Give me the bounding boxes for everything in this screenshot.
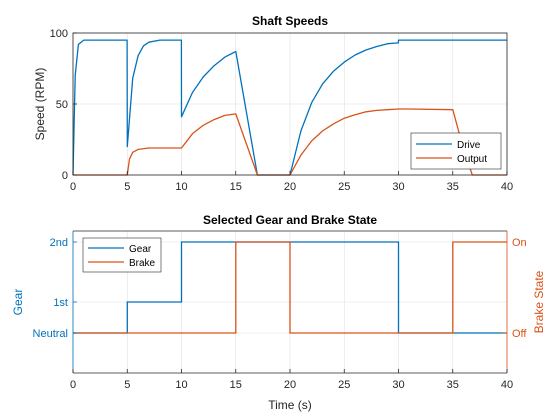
left-y-tick-label: 2nd	[50, 237, 68, 249]
x-tick-label: 25	[338, 181, 350, 193]
x-tick-label: 10	[175, 181, 187, 193]
x-tick-label: 30	[392, 181, 404, 193]
plot-lines	[73, 241, 507, 334]
x-tick-label: 20	[284, 181, 296, 193]
x-tick-label: 10	[175, 379, 187, 391]
chart-title: Selected Gear and Brake State	[203, 213, 377, 227]
x-tick-label: 35	[447, 379, 459, 391]
series-line-gear	[73, 241, 507, 334]
right-y-tick-label: On	[512, 237, 527, 249]
x-tick-label: 40	[501, 379, 513, 391]
legend-label-gear: Gear	[129, 244, 152, 255]
x-tick-labels: 0 5 10 15 20 25 30 35 40	[70, 379, 513, 391]
shaft-speeds-chart: 0 5 10 15 20 25 30 35 40 0 50 100 Shaft Speeds Spe…	[33, 14, 513, 193]
tick-marks	[72, 32, 508, 176]
right-y-tick-label: Off	[512, 328, 527, 340]
plot-lines	[72, 39, 507, 176]
series-line-output	[73, 108, 507, 176]
right-y-axis-label: Brake State	[532, 270, 546, 333]
chart-title: Shaft Speeds	[252, 14, 328, 28]
left-y-tick-label: 1st	[53, 297, 68, 309]
legend: Drive Output	[410, 132, 502, 170]
series-line-drive	[72, 39, 507, 176]
tick-marks	[72, 241, 508, 373]
legend-label-brake: Brake	[129, 258, 156, 269]
legend-box	[82, 237, 162, 273]
x-tick-labels: 0 5 10 15 20 25 30 35 40	[70, 181, 513, 193]
left-y-tick-labels: Neutral 1st 2nd	[33, 237, 68, 340]
y-tick-labels: 0 50 100	[50, 28, 68, 182]
legend: Gear Brake	[82, 237, 162, 273]
x-tick-label: 5	[124, 181, 130, 193]
gear-brake-chart: 0 5 10 15 20 25 30 35 40 Neutral 1st 2nd Off On Sel…	[11, 213, 546, 412]
y-tick-label: 100	[50, 28, 68, 40]
y-tick-label: 0	[62, 170, 68, 182]
y-axis-label: Speed (RPM)	[33, 68, 47, 141]
legend-label-output: Output	[457, 154, 487, 165]
right-y-tick-labels: Off On	[512, 237, 527, 340]
x-tick-label: 15	[230, 181, 242, 193]
x-tick-label: 15	[230, 379, 242, 391]
x-tick-label: 40	[501, 181, 513, 193]
series-line-brake	[73, 241, 507, 334]
legend-label-drive: Drive	[457, 140, 481, 151]
x-tick-label: 20	[284, 379, 296, 391]
x-tick-label: 35	[447, 181, 459, 193]
y-tick-label: 50	[56, 99, 68, 111]
legend-box	[410, 132, 502, 170]
left-y-tick-label: Neutral	[33, 328, 68, 340]
x-tick-label: 30	[392, 379, 404, 391]
x-tick-label: 25	[338, 379, 350, 391]
x-tick-label: 0	[70, 181, 76, 193]
x-tick-label: 5	[124, 379, 130, 391]
x-tick-label: 0	[70, 379, 76, 391]
x-axis-label: Time (s)	[268, 398, 312, 412]
left-y-axis-label: Gear	[11, 289, 25, 316]
